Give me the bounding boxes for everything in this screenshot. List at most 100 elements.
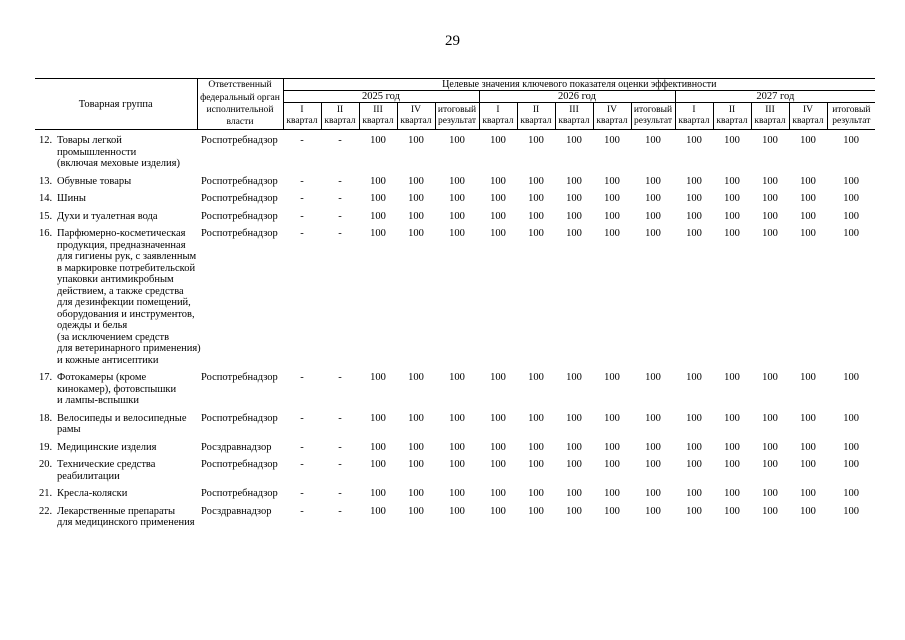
value-cell: 100 xyxy=(408,135,424,146)
value-cell: 100 xyxy=(724,193,740,204)
value-cell: 100 xyxy=(449,488,465,499)
value-cell: 100 xyxy=(370,505,386,517)
value-cell: 100 xyxy=(408,210,424,222)
product-group-name: Духи и туалетная вода xyxy=(57,210,158,222)
kpi-table: Товарная группа Ответственный федеральны… xyxy=(35,78,876,535)
quarter-header: I квартал xyxy=(283,102,322,130)
value-cell: 100 xyxy=(528,193,544,204)
row-number: 22. xyxy=(39,505,53,517)
row-number: 19. xyxy=(39,441,53,453)
value-cell: 100 xyxy=(686,505,702,517)
value-cell: 100 xyxy=(843,228,859,239)
responsible-body-cell: Роспотребнадзор xyxy=(197,372,283,413)
product-group-cell: 19. Медицинские изделия xyxy=(35,442,197,460)
table-row: 12. Товары легкой промышленности (включая… xyxy=(35,130,875,176)
responsible-body-name: Роспотребнадзор xyxy=(201,488,278,499)
row-number: 15. xyxy=(39,210,53,222)
value-cell: 100 xyxy=(762,210,778,222)
value-cell: 100 xyxy=(490,412,506,424)
product-group-cell: 14. Шины xyxy=(35,193,197,211)
value-cell: 100 xyxy=(843,488,859,499)
quarter-header: IV квартал xyxy=(397,102,436,130)
value-cell: 100 xyxy=(645,228,661,239)
value-cell: - xyxy=(300,135,304,146)
value-cell: 100 xyxy=(490,228,506,239)
row-number: 12. xyxy=(39,135,53,146)
value-cell: 100 xyxy=(528,441,544,453)
value-cell: 100 xyxy=(686,228,702,239)
target-values-header: Целевые значения ключевого показателя оц… xyxy=(283,78,876,91)
value-cell: - xyxy=(338,193,342,204)
quarter-header: I квартал xyxy=(479,102,518,130)
value-cell: 100 xyxy=(762,228,778,239)
value-cell: 100 xyxy=(800,505,816,517)
value-cell: 100 xyxy=(843,193,859,204)
value-cell: 100 xyxy=(370,193,386,204)
product-group-cell: 17. Фотокамеры (кроме кинокамер), фотовсп… xyxy=(35,372,197,413)
responsible-body-name: Росздравнадзор xyxy=(201,441,272,453)
table-header: Товарная группа Ответственный федеральны… xyxy=(35,78,876,130)
value-cell: - xyxy=(300,210,304,222)
product-group-name: Медицинские изделия xyxy=(57,441,157,453)
value-cell: 100 xyxy=(800,228,816,239)
value-cell: 100 xyxy=(490,505,506,517)
value-cell: 100 xyxy=(408,228,424,239)
responsible-body-name: Роспотребнадзор xyxy=(201,412,278,424)
responsible-body-name: Росздравнадзор xyxy=(201,505,272,517)
value-cell: - xyxy=(338,135,342,146)
product-group-cell: 21. Кресла-коляски xyxy=(35,488,197,506)
value-cell: 100 xyxy=(762,372,778,383)
value-cell: 100 xyxy=(686,459,702,470)
value-cell: 100 xyxy=(604,441,620,453)
row-number: 17. xyxy=(39,372,53,383)
value-cell: 100 xyxy=(449,505,465,517)
responsible-body-cell: Роспотребнадзор xyxy=(197,130,283,176)
row-number: 18. xyxy=(39,412,53,424)
value-cell: 100 xyxy=(800,372,816,383)
value-cell: - xyxy=(300,193,304,204)
value-cell: 100 xyxy=(724,210,740,222)
value-cell: 100 xyxy=(449,210,465,222)
value-cell: 100 xyxy=(843,505,859,517)
value-cell: 100 xyxy=(800,488,816,499)
product-group-name: Фотокамеры (кроме кинокамер), фотовспышк… xyxy=(57,372,177,406)
value-cell: 100 xyxy=(449,459,465,470)
value-cell: 100 xyxy=(528,228,544,239)
value-cell: - xyxy=(300,459,304,470)
value-cell: 100 xyxy=(762,193,778,204)
value-cell: - xyxy=(338,505,342,517)
value-cell: 100 xyxy=(843,372,859,383)
responsible-body-name: Роспотребнадзор xyxy=(201,459,278,470)
responsible-body-cell: Росздравнадзор xyxy=(197,442,283,460)
value-cell: 100 xyxy=(645,372,661,383)
value-cell: 100 xyxy=(843,135,859,146)
value-cell: 100 xyxy=(408,175,424,187)
row-number: 16. xyxy=(39,228,53,239)
product-group-name: Лекарственные препараты для медицинского… xyxy=(57,505,195,529)
value-cell: 100 xyxy=(528,412,544,424)
value-cell: 100 xyxy=(566,412,582,424)
value-cell: 100 xyxy=(528,372,544,383)
value-cell: 100 xyxy=(645,459,661,470)
header-row-top: Товарная группа Ответственный федеральны… xyxy=(35,78,876,130)
responsible-body-cell: Роспотребнадзор xyxy=(197,193,283,211)
value-cell: 100 xyxy=(686,175,702,187)
value-cell: 100 xyxy=(724,505,740,517)
table-row: 19. Медицинские изделия Росздравнадзор - - 10… xyxy=(35,442,875,460)
responsible-body-cell: Роспотребнадзор xyxy=(197,228,283,372)
product-group-cell: 13. Обувные товары xyxy=(35,176,197,194)
value-cell: 100 xyxy=(490,175,506,187)
value-cell: 100 xyxy=(449,412,465,424)
value-cell: 100 xyxy=(566,505,582,517)
value-cell: 100 xyxy=(370,175,386,187)
quarter-header: III квартал xyxy=(359,102,398,130)
value-cell: 100 xyxy=(566,210,582,222)
table-row: 13. Обувные товары Роспотребнадзор - - 100 100… xyxy=(35,176,875,194)
value-cell: 100 xyxy=(724,175,740,187)
responsible-body-cell: Роспотребнадзор xyxy=(197,211,283,229)
responsible-body-cell: Роспотребнадзор xyxy=(197,488,283,506)
value-cell: 100 xyxy=(408,193,424,204)
value-cell: 100 xyxy=(604,372,620,383)
value-cell: 100 xyxy=(449,135,465,146)
value-cell: 100 xyxy=(800,459,816,470)
